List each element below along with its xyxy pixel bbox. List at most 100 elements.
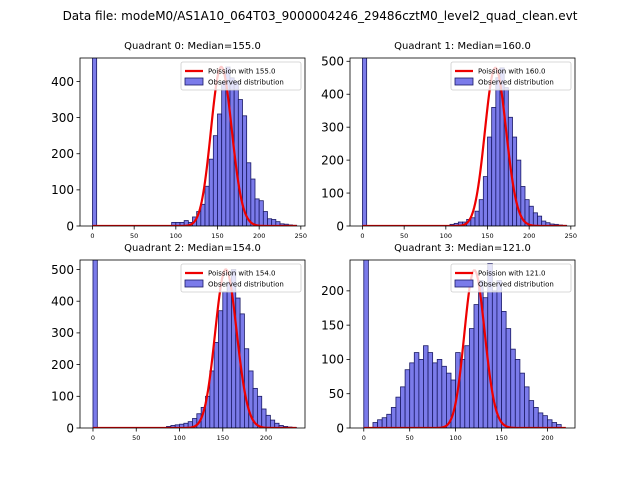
axes-frame (349, 57, 576, 227)
histogram-bar (208, 158, 214, 226)
histogram-bar (269, 419, 276, 428)
x-tick-label: 0 (90, 232, 94, 240)
histogram-bar (505, 328, 512, 428)
y-tick-label: 100 (51, 183, 74, 197)
panel-title: Quadrant 0: Median=155.0 (124, 41, 261, 52)
histogram-bar (464, 345, 470, 428)
histogram-bar (532, 212, 538, 226)
legend-observed-label: Observed distribution (208, 79, 284, 87)
x-tick-label: 50 (406, 434, 414, 442)
histogram-bar (432, 362, 438, 428)
poisson-curve (92, 65, 297, 226)
histogram-bar (427, 352, 434, 428)
legend-observed-label: Observed distribution (478, 281, 554, 289)
y-tick-label: 100 (51, 390, 74, 404)
y-tick-label: 500 (321, 55, 344, 69)
panel-quadrant-1: Quadrant 1: Median=160.00100200300400500… (321, 41, 577, 240)
histogram-bar (226, 281, 232, 428)
panel-quadrant-2: Quadrant 2: Median=154.00100200300400500… (51, 243, 306, 442)
axes-frame (79, 57, 306, 227)
histogram-bar (222, 291, 228, 428)
histogram-bar (409, 362, 415, 428)
x-tick-label: 0 (91, 434, 95, 442)
histogram-bar (473, 304, 479, 428)
histogram-bar (265, 414, 271, 428)
poisson-curve (363, 269, 566, 428)
poisson-curve (362, 66, 567, 226)
histogram-bar (547, 419, 553, 428)
histogram-bar (468, 328, 475, 428)
x-tick-label: 0 (362, 434, 366, 442)
x-tick-label: 100 (449, 434, 461, 442)
histogram-bar (436, 359, 443, 428)
y-tick-label: 300 (51, 326, 74, 340)
legend-observed-label: Observed distribution (208, 281, 284, 289)
histogram-bar (510, 348, 516, 428)
histogram-bar (400, 386, 406, 428)
panel-title: Quadrant 2: Median=154.0 (124, 243, 261, 254)
x-tick-label: 250 (295, 232, 307, 240)
histogram-bar (218, 310, 224, 428)
x-tick-label: 50 (132, 434, 140, 442)
panel-quadrant-0: Quadrant 0: Median=155.0 0 100 200 300 400 0 50… (51, 41, 307, 240)
histogram-bar (496, 280, 502, 428)
histogram-bar (200, 203, 206, 226)
axes-frame (349, 259, 576, 429)
legend: Poission with 154.0 Observed distribution (180, 263, 302, 293)
poisson-curve (92, 268, 297, 428)
x-tick-label: 200 (260, 434, 272, 442)
axes-frame (79, 259, 306, 429)
histogram-bar (258, 200, 264, 226)
histogram-bar (482, 176, 488, 226)
legend-observed-label: Observed distribution (478, 79, 554, 87)
histogram-bar (390, 407, 397, 428)
histogram-bar (92, 58, 98, 226)
histogram-bar (237, 99, 243, 226)
x-tick-label: 0 (360, 232, 364, 240)
histogram-bar (212, 135, 218, 226)
x-tick-label: 150 (211, 232, 223, 240)
x-tick-label: 200 (523, 232, 535, 240)
histogram-bar (217, 113, 223, 226)
histogram-bar (362, 58, 368, 226)
histogram-bar (363, 260, 369, 428)
y-tick-label: 100 (321, 353, 344, 367)
histogram-bar (537, 412, 544, 428)
y-tick-label: 100 (321, 186, 344, 200)
histogram-bar (514, 359, 521, 428)
y-tick-label: 200 (51, 358, 74, 372)
histogram-bar (418, 359, 424, 428)
histogram-bar (487, 136, 493, 226)
histogram-bar (386, 413, 392, 428)
legend: Poission with 121.0 Observed distribution (450, 263, 572, 293)
legend-box (450, 263, 572, 293)
legend-observed-swatch (184, 77, 204, 86)
panel-quadrant-3: Quadrant 3: Median=121.0 0 50 100 150 200 0 50 1… (321, 243, 576, 442)
x-tick-label: 50 (400, 232, 408, 240)
x-tick-label: 100 (440, 232, 452, 240)
y-tick-label: 50 (329, 387, 344, 401)
x-tick-label: 100 (170, 232, 182, 240)
y-tick-label: 150 (321, 318, 344, 332)
histogram-bar (556, 424, 562, 428)
y-tick-label: 400 (51, 295, 74, 309)
legend-observed-swatch (184, 279, 204, 288)
panel-title: Quadrant 3: Median=121.0 (394, 243, 531, 254)
y-tick-label: 0 (336, 219, 344, 233)
histogram-bar (204, 185, 210, 226)
legend-box (180, 61, 302, 91)
histogram-bar (470, 217, 476, 226)
legend: Poission with 160.0 Observed distribution (450, 61, 572, 91)
histogram-bar (413, 352, 420, 428)
x-tick-label: 150 (217, 434, 229, 442)
y-tick-label: 0 (66, 219, 74, 233)
histogram-bar (478, 199, 484, 226)
histogram-bar (542, 415, 548, 428)
histogram-bar (441, 365, 447, 428)
x-tick-label: 50 (130, 232, 138, 240)
histogram-bar (262, 211, 268, 226)
histogram-bar (377, 419, 383, 428)
x-tick-label: 100 (173, 434, 185, 442)
histogram-bar (256, 395, 263, 428)
y-tick-label: 0 (66, 421, 74, 435)
